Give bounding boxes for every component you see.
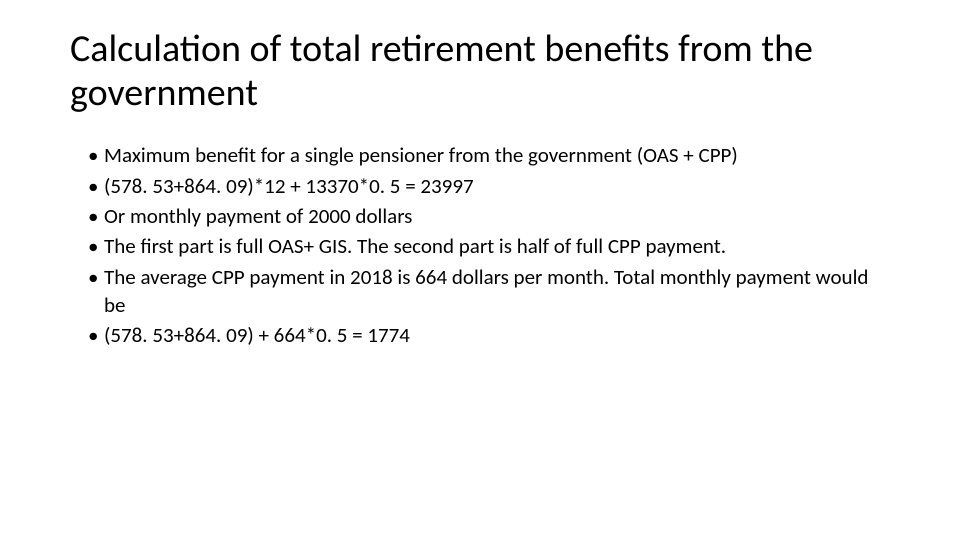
bullet-list: Maximum benefit for a single pensioner f… <box>70 141 890 349</box>
list-item: (578. 53+864. 09) + 664*0. 5 = 1774 <box>88 321 890 349</box>
list-item: The average CPP payment in 2018 is 664 d… <box>88 263 890 320</box>
slide-title: Calculation of total retirement benefits… <box>70 28 890 115</box>
list-item: (578. 53+864. 09)*12 + 13370*0. 5 = 2399… <box>88 172 890 200</box>
list-item: Or monthly payment of 2000 dollars <box>88 202 890 230</box>
list-item: The first part is full OAS+ GIS. The sec… <box>88 232 890 260</box>
list-item: Maximum benefit for a single pensioner f… <box>88 141 890 169</box>
